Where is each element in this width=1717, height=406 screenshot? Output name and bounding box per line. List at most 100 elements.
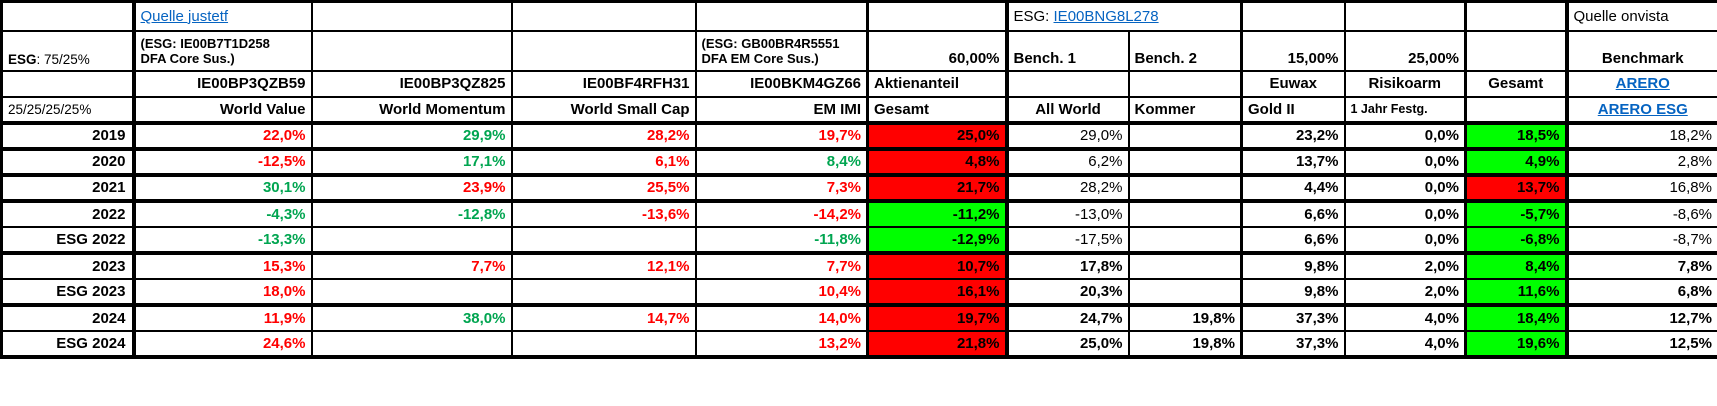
empty-cell[interactable] [1464, 95, 1569, 125]
cell-2022-world-value[interactable]: -4,3% [132, 199, 313, 228]
empty-cell[interactable] [310, 225, 513, 255]
cell-2020-em-imi[interactable]: 8,4% [694, 147, 869, 177]
cell-2019-gesamt-total[interactable]: 18,5% [1464, 121, 1569, 151]
cell-2023-world-small-cap[interactable]: 12,1% [510, 251, 697, 280]
weights-label[interactable]: 25/25/25/25% [0, 95, 136, 125]
risikoarm-weight[interactable]: 25,00% [1343, 29, 1467, 72]
cell-2024-kommer[interactable]: 19,8% [1127, 303, 1243, 332]
cell-2022-benchmark[interactable]: -8,6% [1565, 199, 1717, 228]
aktienanteil-header[interactable]: Aktienanteil [866, 69, 1009, 98]
cell-2019-world-value[interactable]: 22,0% [132, 121, 313, 151]
empty-cell[interactable] [310, 277, 513, 307]
gesamt-total-header[interactable]: Gesamt [1464, 69, 1569, 98]
row-label-2022[interactable]: 2022 [0, 199, 136, 228]
cell-2021-gesamt-total[interactable]: 13,7% [1464, 173, 1569, 203]
cell-2023-world-momentum[interactable]: 7,7% [310, 251, 513, 280]
empty-cell[interactable] [1127, 251, 1243, 280]
empty-cell[interactable] [1343, 0, 1467, 32]
cell-2023-world-value[interactable]: 15,3% [132, 251, 313, 280]
cell-2020-world-momentum[interactable]: 17,1% [310, 147, 513, 177]
empty-cell[interactable] [510, 225, 697, 255]
cell-2022-gold-ii[interactable]: 6,6% [1240, 199, 1346, 228]
cell-2024-world-momentum[interactable]: 38,0% [310, 303, 513, 332]
cell-2024-gesamt-aktienanteil[interactable]: 19,7% [866, 303, 1009, 332]
gold-ii-header[interactable]: Gold II [1240, 95, 1346, 125]
esg-ratio-label[interactable]: ESG: 75/25% [0, 29, 136, 72]
cell-2022-all-world[interactable]: -13,0% [1005, 199, 1130, 228]
cell-2024-benchmark[interactable]: 12,7% [1565, 303, 1717, 332]
empty-cell[interactable] [510, 29, 697, 72]
esg-isin-link[interactable]: IE00BNG8L278 [1053, 7, 1159, 25]
row-label-esg-2024[interactable]: ESG 2024 [0, 329, 136, 359]
gesamt-aktien-header[interactable]: Gesamt [866, 95, 1009, 125]
esg-benchmark-isin-cell[interactable]: ESG: IE00BNG8L278 [1005, 0, 1243, 32]
cell-2021-world-value[interactable]: 30,1% [132, 173, 313, 203]
cell-esg-2023-gesamt-total[interactable]: 11,6% [1464, 277, 1569, 307]
cell-2019-risikoarm[interactable]: 0,0% [1343, 121, 1467, 151]
empty-cell[interactable] [310, 0, 513, 32]
world-momentum-header[interactable]: World Momentum [310, 95, 513, 125]
world-value-header[interactable]: World Value [132, 95, 313, 125]
row-label-2019[interactable]: 2019 [0, 121, 136, 151]
cell-2021-all-world[interactable]: 28,2% [1005, 173, 1130, 203]
cell-2022-em-imi[interactable]: -14,2% [694, 199, 869, 228]
empty-cell[interactable] [1127, 225, 1243, 255]
empty-cell[interactable] [0, 0, 136, 32]
euwax-header[interactable]: Euwax [1240, 69, 1346, 98]
cell-2024-world-value[interactable]: 11,9% [132, 303, 313, 332]
cell-2023-em-imi[interactable]: 7,7% [694, 251, 869, 280]
cell-esg-2022-gesamt-aktienanteil[interactable]: -12,9% [866, 225, 1009, 255]
source-justetf-cell[interactable]: Quelle justetf [132, 0, 313, 32]
cell-esg-2022-world-value[interactable]: -13,3% [132, 225, 313, 255]
cell-esg-2024-world-value[interactable]: 24,6% [132, 329, 313, 359]
empty-cell[interactable] [1464, 29, 1569, 72]
cell-esg-2023-gesamt-aktienanteil[interactable]: 16,1% [866, 277, 1009, 307]
cell-2023-risikoarm[interactable]: 2,0% [1343, 251, 1467, 280]
cell-esg-2023-gold-ii[interactable]: 9,8% [1240, 277, 1346, 307]
isin-em-imi[interactable]: IE00BKM4GZ66 [694, 69, 869, 98]
cell-2024-all-world[interactable]: 24,7% [1005, 303, 1130, 332]
cell-esg-2024-gesamt-aktienanteil[interactable]: 21,8% [866, 329, 1009, 359]
esg-note-world[interactable]: (ESG: IE00B7T1D258 DFA Core Sus.) [132, 29, 313, 72]
cell-esg-2023-all-world[interactable]: 20,3% [1005, 277, 1130, 307]
cell-2021-risikoarm[interactable]: 0,0% [1343, 173, 1467, 203]
empty-cell[interactable] [310, 29, 513, 72]
risikoarm-header[interactable]: Risikoarm [1343, 69, 1467, 98]
empty-cell[interactable] [1464, 0, 1569, 32]
empty-cell[interactable] [510, 277, 697, 307]
em-imi-header[interactable]: EM IMI [694, 95, 869, 125]
cell-2020-world-value[interactable]: -12,5% [132, 147, 313, 177]
cell-esg-2022-benchmark[interactable]: -8,7% [1565, 225, 1717, 255]
cell-2019-world-momentum[interactable]: 29,9% [310, 121, 513, 151]
cell-2024-em-imi[interactable]: 14,0% [694, 303, 869, 332]
festgeld-header[interactable]: 1 Jahr Festg. [1343, 95, 1467, 125]
cell-2020-gold-ii[interactable]: 13,7% [1240, 147, 1346, 177]
isin-world-value[interactable]: IE00BP3QZB59 [132, 69, 313, 98]
cell-2024-gold-ii[interactable]: 37,3% [1240, 303, 1346, 332]
source-onvista-label[interactable]: Quelle onvista [1565, 0, 1717, 32]
kommer-header[interactable]: Kommer [1127, 95, 1243, 125]
cell-2019-all-world[interactable]: 29,0% [1005, 121, 1130, 151]
cell-2022-world-momentum[interactable]: -12,8% [310, 199, 513, 228]
empty-cell[interactable] [1127, 199, 1243, 228]
cell-esg-2024-kommer[interactable]: 19,8% [1127, 329, 1243, 359]
bench2-header[interactable]: Bench. 2 [1127, 29, 1243, 72]
cell-esg-2023-world-value[interactable]: 18,0% [132, 277, 313, 307]
cell-2022-gesamt-total[interactable]: -5,7% [1464, 199, 1569, 228]
cell-2024-gesamt-total[interactable]: 18,4% [1464, 303, 1569, 332]
empty-cell[interactable] [1127, 69, 1243, 98]
cell-2024-risikoarm[interactable]: 4,0% [1343, 303, 1467, 332]
world-small-cap-header[interactable]: World Small Cap [510, 95, 697, 125]
all-world-header[interactable]: All World [1005, 95, 1130, 125]
empty-cell[interactable] [510, 0, 697, 32]
cell-2022-world-small-cap[interactable]: -13,6% [510, 199, 697, 228]
esg-note-em[interactable]: (ESG: GB00BR4R5551 DFA EM Core Sus.) [694, 29, 869, 72]
cell-esg-2023-benchmark[interactable]: 6,8% [1565, 277, 1717, 307]
cell-2020-all-world[interactable]: 6,2% [1005, 147, 1130, 177]
cell-2019-em-imi[interactable]: 19,7% [694, 121, 869, 151]
cell-2020-risikoarm[interactable]: 0,0% [1343, 147, 1467, 177]
empty-cell[interactable] [866, 0, 1009, 32]
arero-link[interactable]: ARERO [1615, 75, 1670, 92]
row-label-esg-2023[interactable]: ESG 2023 [0, 277, 136, 307]
bench1-header[interactable]: Bench. 1 [1005, 29, 1130, 72]
